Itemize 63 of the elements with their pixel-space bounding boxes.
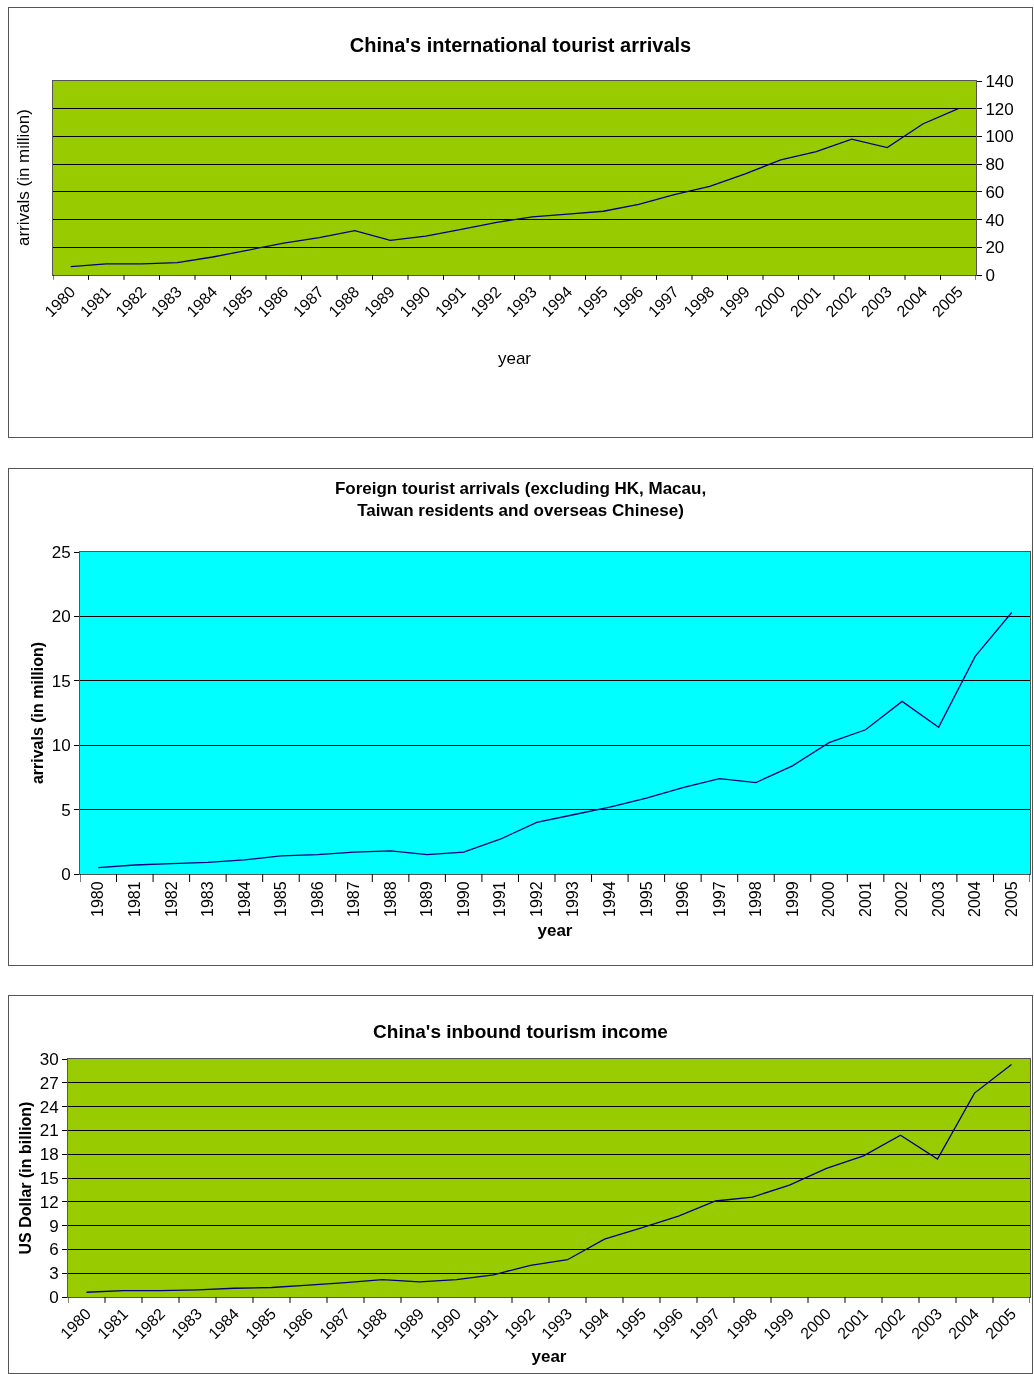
- chart-title: China's inbound tourism income: [373, 1020, 668, 1042]
- y-tick-label: 27: [39, 1073, 59, 1093]
- x-tick-label: 1994: [601, 881, 619, 917]
- x-tick-label: 1992: [527, 881, 545, 917]
- x-tick-label: 1983: [199, 881, 217, 917]
- y-tick-label: 20: [51, 607, 71, 627]
- x-tick-label: 2001: [856, 881, 874, 917]
- x-tick-label: 1993: [564, 881, 582, 917]
- y-tick-label: 15: [51, 671, 71, 691]
- line-series: [70, 108, 959, 268]
- x-axis-title: year: [497, 348, 532, 368]
- x-tick-label: 2000: [820, 881, 838, 917]
- x-tick-label: 1996: [674, 881, 692, 917]
- chart-title: Foreign tourist arrivals (excluding HK, Macau, Taiwan residents and overseas Chinese): [334, 478, 707, 520]
- y-tick-label: 100: [985, 127, 1014, 147]
- y-tick-label: 24: [39, 1097, 59, 1117]
- x-tick-label: 1999: [783, 881, 801, 917]
- x-tick-label: 1991: [491, 881, 509, 917]
- x-tick-label: 2003: [929, 881, 947, 917]
- x-tick-label: 2004: [966, 881, 984, 917]
- x-axis-title: year: [531, 1346, 567, 1366]
- y-tick-label: 10: [51, 736, 71, 756]
- y-tick-label: 140: [985, 71, 1014, 91]
- x-tick-label: 1987: [345, 881, 363, 917]
- x-tick-label: 2005: [1002, 881, 1020, 917]
- y-tick-label: 18: [39, 1145, 59, 1165]
- line-series: [97, 611, 1013, 869]
- x-tick-label: 1997: [710, 881, 728, 917]
- y-tick-label: 30: [39, 1049, 59, 1069]
- x-tick-label: 1990: [454, 881, 472, 917]
- y-axis-title: arrivals (in million): [28, 641, 46, 785]
- y-tick-label: 12: [39, 1192, 59, 1212]
- x-tick-label: 1986: [308, 881, 326, 917]
- x-tick-label: 1984: [235, 881, 253, 917]
- y-tick-label: 15: [39, 1168, 59, 1188]
- x-tick-label: 1995: [637, 881, 655, 917]
- y-tick-label: 21: [39, 1121, 59, 1141]
- y-tick-label: 0: [985, 265, 995, 285]
- x-tick-label: 1980: [89, 881, 107, 917]
- x-tick-label: 1981: [126, 881, 144, 917]
- y-tick-label: 5: [61, 800, 71, 820]
- x-tick-label: 1985: [272, 881, 290, 917]
- x-tick-label: 1998: [747, 881, 765, 917]
- y-axis-title: arrivals (in million): [14, 109, 34, 247]
- x-tick-label: 1989: [418, 881, 436, 917]
- x-axis-title: year: [537, 921, 573, 941]
- y-tick-label: 6: [49, 1240, 59, 1260]
- y-tick-label: 60: [985, 182, 1005, 202]
- line-series: [85, 1063, 1013, 1293]
- x-tick-label: 1982: [162, 881, 180, 917]
- y-tick-label: 3: [49, 1264, 59, 1284]
- y-tick-label: 0: [49, 1287, 59, 1307]
- y-tick-label: 0: [61, 864, 71, 884]
- y-tick-label: 40: [985, 210, 1005, 230]
- chart-title: China's international tourist arrivals: [349, 34, 692, 57]
- y-tick-label: 120: [985, 99, 1014, 119]
- y-tick-label: 25: [51, 542, 71, 562]
- y-tick-label: 9: [49, 1216, 59, 1236]
- x-tick-label: 2002: [893, 881, 911, 917]
- y-tick-label: 20: [985, 238, 1005, 258]
- y-axis-title: US Dollar (in billion): [16, 1101, 34, 1255]
- x-tick-label: 1988: [381, 881, 399, 917]
- y-tick-label: 80: [985, 155, 1005, 175]
